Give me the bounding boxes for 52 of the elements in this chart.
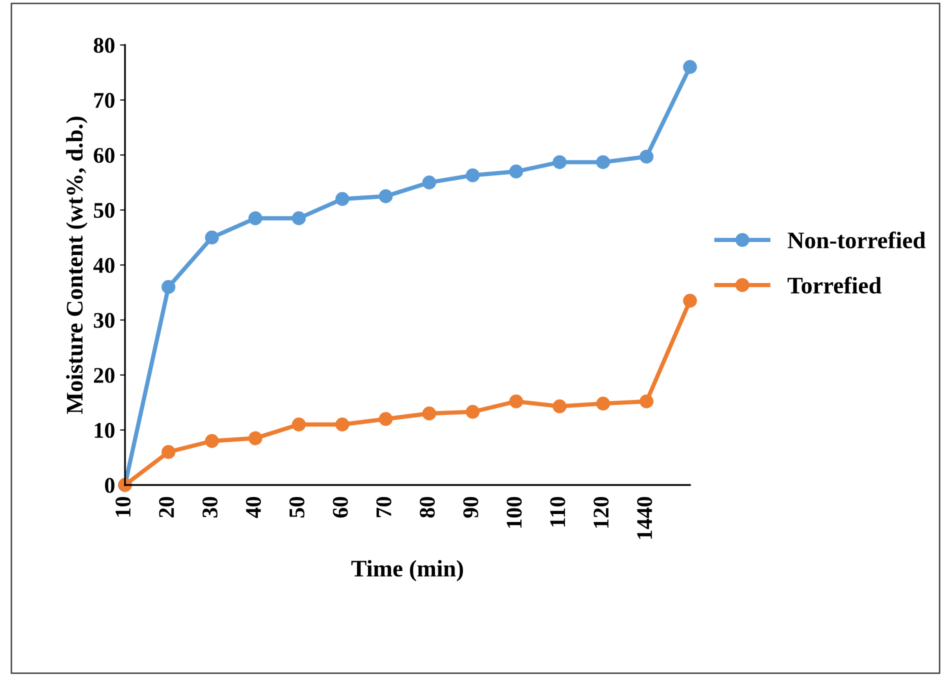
point	[335, 192, 350, 206]
x-tick-label: 1440	[637, 496, 652, 539]
point	[552, 399, 567, 414]
point	[422, 406, 436, 420]
point	[292, 211, 306, 226]
x-tick-label: 80	[420, 496, 435, 518]
point	[204, 230, 219, 244]
point	[596, 155, 610, 170]
legend-label: Non-torrefied	[788, 232, 926, 248]
point	[509, 164, 524, 178]
x-axis-title: Time (min)	[351, 560, 463, 582]
point	[596, 396, 610, 411]
x-tick-label: 60	[332, 496, 348, 518]
x-tick-label: 70	[376, 496, 392, 518]
x-tick-label: 120	[594, 496, 609, 528]
x-tick-label: 30	[202, 496, 218, 518]
x-tick-label: 100	[506, 496, 522, 528]
x-tick-label: 10	[116, 496, 131, 517]
y-tick-label: 80	[94, 38, 114, 53]
y-axis-title: Moisture Content (wt%, d.b.)	[66, 116, 88, 414]
point	[248, 431, 262, 446]
x-tick-label: 110	[550, 496, 566, 526]
y-tick-label: 20	[94, 368, 114, 383]
point	[640, 150, 654, 164]
point	[378, 412, 393, 426]
point	[683, 294, 697, 308]
point	[552, 155, 567, 170]
point	[640, 394, 654, 408]
x-tick-label: 20	[159, 496, 174, 518]
point	[509, 394, 524, 408]
point	[422, 176, 436, 190]
point	[466, 404, 480, 419]
point	[335, 418, 350, 432]
x-tick-label: 40	[246, 496, 261, 518]
point	[466, 168, 480, 182]
y-tick-label: 0	[105, 478, 114, 493]
point	[204, 434, 219, 448]
y-tick-label: 10	[94, 422, 114, 438]
y-tick-label: 60	[94, 148, 114, 163]
y-tick-label: 30	[94, 312, 114, 328]
point	[162, 280, 176, 294]
point	[162, 445, 176, 459]
y-tick-label: 70	[94, 92, 114, 108]
point	[683, 60, 697, 74]
legend-label: Torrefied	[788, 276, 882, 294]
point	[378, 189, 393, 204]
y-tick-label: 50	[94, 202, 114, 218]
x-tick-label: 90	[463, 496, 478, 518]
point	[248, 211, 262, 226]
point	[292, 418, 306, 432]
x-tick-label: 50	[289, 496, 304, 518]
y-tick-label: 40	[93, 258, 114, 273]
